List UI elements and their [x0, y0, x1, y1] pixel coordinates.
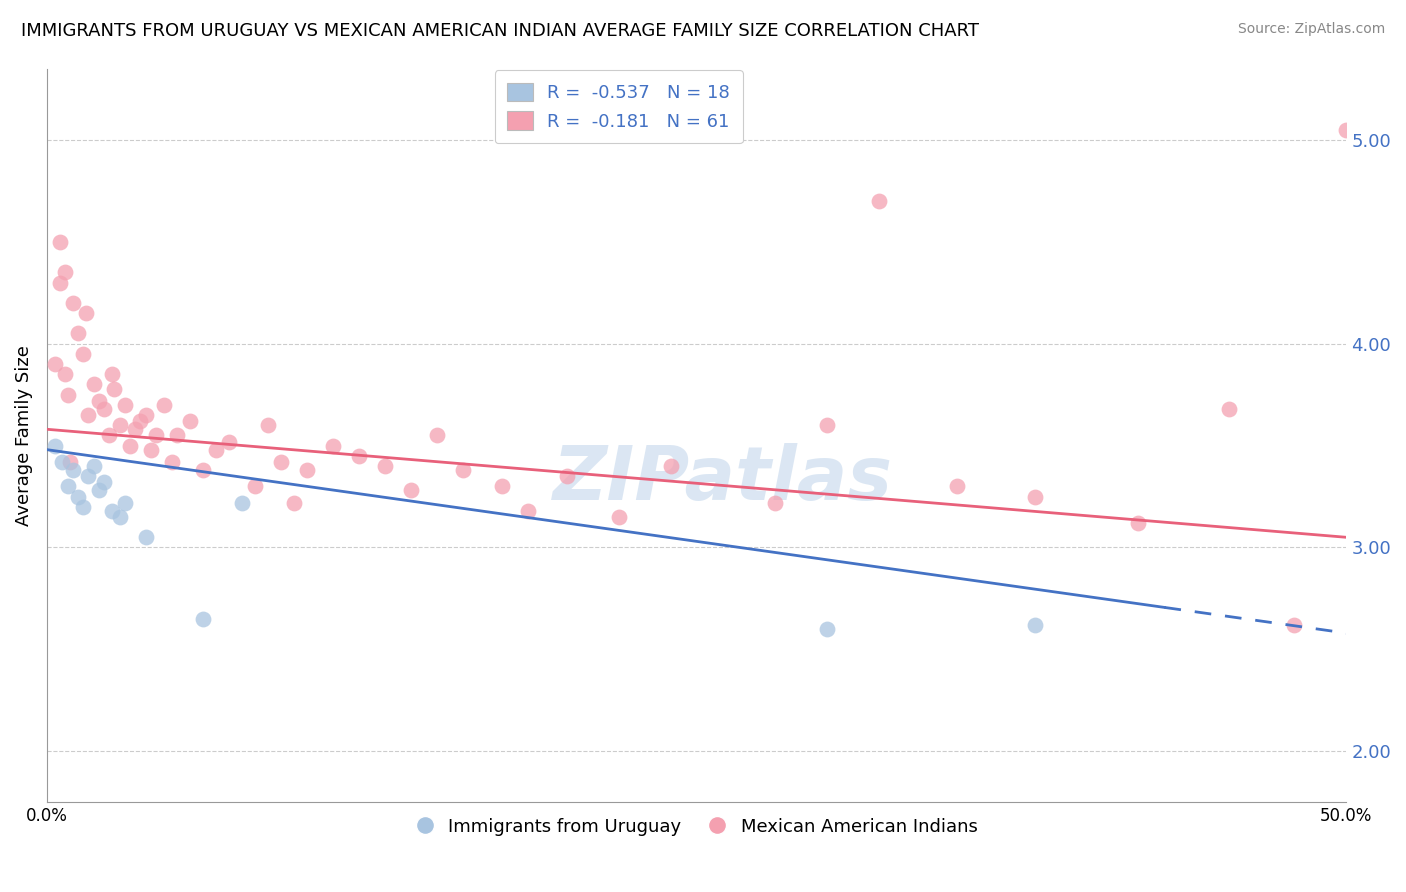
Point — [1400, 516, 1406, 530]
Point — [347, 449, 370, 463]
Point — [75, 306, 97, 320]
Point — [1284, 618, 1306, 632]
Point — [62, 463, 84, 477]
Point — [44, 357, 66, 371]
Point — [256, 418, 278, 433]
Point — [322, 439, 344, 453]
Point — [56, 479, 79, 493]
Point — [399, 483, 422, 498]
Point — [114, 398, 136, 412]
Point — [945, 479, 967, 493]
Point — [62, 296, 84, 310]
Point — [426, 428, 449, 442]
Point — [1024, 618, 1046, 632]
Text: IMMIGRANTS FROM URUGUAY VS MEXICAN AMERICAN INDIAN AVERAGE FAMILY SIZE CORRELATI: IMMIGRANTS FROM URUGUAY VS MEXICAN AMERI… — [21, 22, 979, 40]
Point — [53, 368, 76, 382]
Point — [270, 455, 292, 469]
Point — [101, 504, 124, 518]
Point — [67, 326, 90, 341]
Point — [815, 622, 838, 636]
Point — [67, 490, 90, 504]
Point — [98, 428, 121, 442]
Point — [72, 347, 94, 361]
Point — [191, 463, 214, 477]
Point — [120, 439, 142, 453]
Point — [59, 455, 82, 469]
Point — [93, 401, 115, 416]
Point — [243, 479, 266, 493]
Point — [139, 442, 162, 457]
Point — [103, 382, 125, 396]
Point — [868, 194, 890, 208]
Point — [231, 496, 253, 510]
Point — [49, 235, 72, 249]
Point — [1218, 401, 1240, 416]
Point — [108, 418, 131, 433]
Point — [135, 408, 157, 422]
Point — [218, 434, 240, 449]
Point — [295, 463, 318, 477]
Point — [166, 428, 188, 442]
Point — [516, 504, 538, 518]
Legend: Immigrants from Uruguay, Mexican American Indians: Immigrants from Uruguay, Mexican America… — [406, 808, 987, 845]
Point — [56, 387, 79, 401]
Point — [659, 458, 682, 473]
Point — [153, 398, 176, 412]
Point — [129, 414, 152, 428]
Point — [51, 455, 73, 469]
Point — [1336, 122, 1358, 136]
Text: ZIPatlas: ZIPatlas — [553, 443, 893, 516]
Point — [491, 479, 513, 493]
Point — [124, 422, 146, 436]
Point — [77, 408, 100, 422]
Point — [205, 442, 228, 457]
Point — [83, 377, 105, 392]
Point — [101, 368, 124, 382]
Point — [145, 428, 167, 442]
Point — [451, 463, 474, 477]
Y-axis label: Average Family Size: Average Family Size — [15, 345, 32, 525]
Point — [108, 510, 131, 524]
Point — [191, 612, 214, 626]
Point — [1361, 524, 1384, 539]
Point — [1024, 490, 1046, 504]
Point — [44, 439, 66, 453]
Point — [815, 418, 838, 433]
Point — [53, 265, 76, 279]
Point — [283, 496, 305, 510]
Point — [374, 458, 396, 473]
Point — [72, 500, 94, 514]
Point — [555, 469, 578, 483]
Text: Source: ZipAtlas.com: Source: ZipAtlas.com — [1237, 22, 1385, 37]
Point — [763, 496, 786, 510]
Point — [607, 510, 630, 524]
Point — [114, 496, 136, 510]
Point — [83, 458, 105, 473]
Point — [93, 475, 115, 490]
Point — [87, 483, 110, 498]
Point — [49, 276, 72, 290]
Point — [160, 455, 183, 469]
Point — [77, 469, 100, 483]
Point — [179, 414, 201, 428]
Point — [1128, 516, 1150, 530]
Point — [87, 393, 110, 408]
Point — [135, 530, 157, 544]
